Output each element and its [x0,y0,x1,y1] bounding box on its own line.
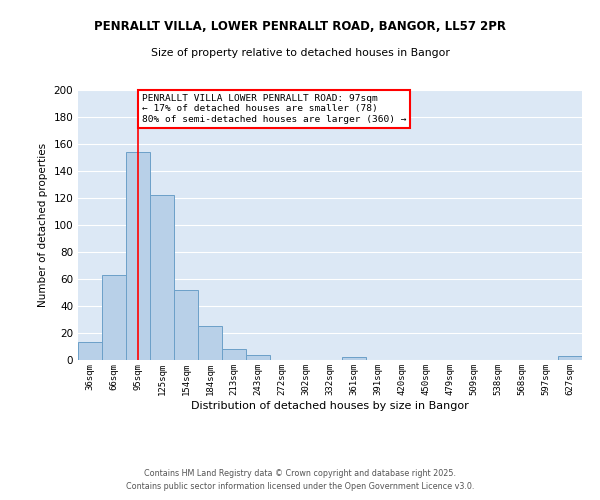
Bar [198,326,222,360]
Bar [558,356,582,360]
Bar [126,152,150,360]
X-axis label: Distribution of detached houses by size in Bangor: Distribution of detached houses by size … [191,400,469,410]
Text: PENRALLT VILLA, LOWER PENRALLT ROAD, BANGOR, LL57 2PR: PENRALLT VILLA, LOWER PENRALLT ROAD, BAN… [94,20,506,33]
Text: PENRALLT VILLA LOWER PENRALLT ROAD: 97sqm
← 17% of detached houses are smaller (: PENRALLT VILLA LOWER PENRALLT ROAD: 97sq… [142,94,406,124]
Bar [102,275,126,360]
Y-axis label: Number of detached properties: Number of detached properties [38,143,48,307]
Bar [174,290,198,360]
Bar [150,196,174,360]
Bar [246,354,270,360]
Bar [222,349,246,360]
Bar [342,358,366,360]
Text: Contains public sector information licensed under the Open Government Licence v3: Contains public sector information licen… [126,482,474,491]
Text: Contains HM Land Registry data © Crown copyright and database right 2025.: Contains HM Land Registry data © Crown c… [144,468,456,477]
Text: Size of property relative to detached houses in Bangor: Size of property relative to detached ho… [151,48,449,58]
Bar [78,342,102,360]
